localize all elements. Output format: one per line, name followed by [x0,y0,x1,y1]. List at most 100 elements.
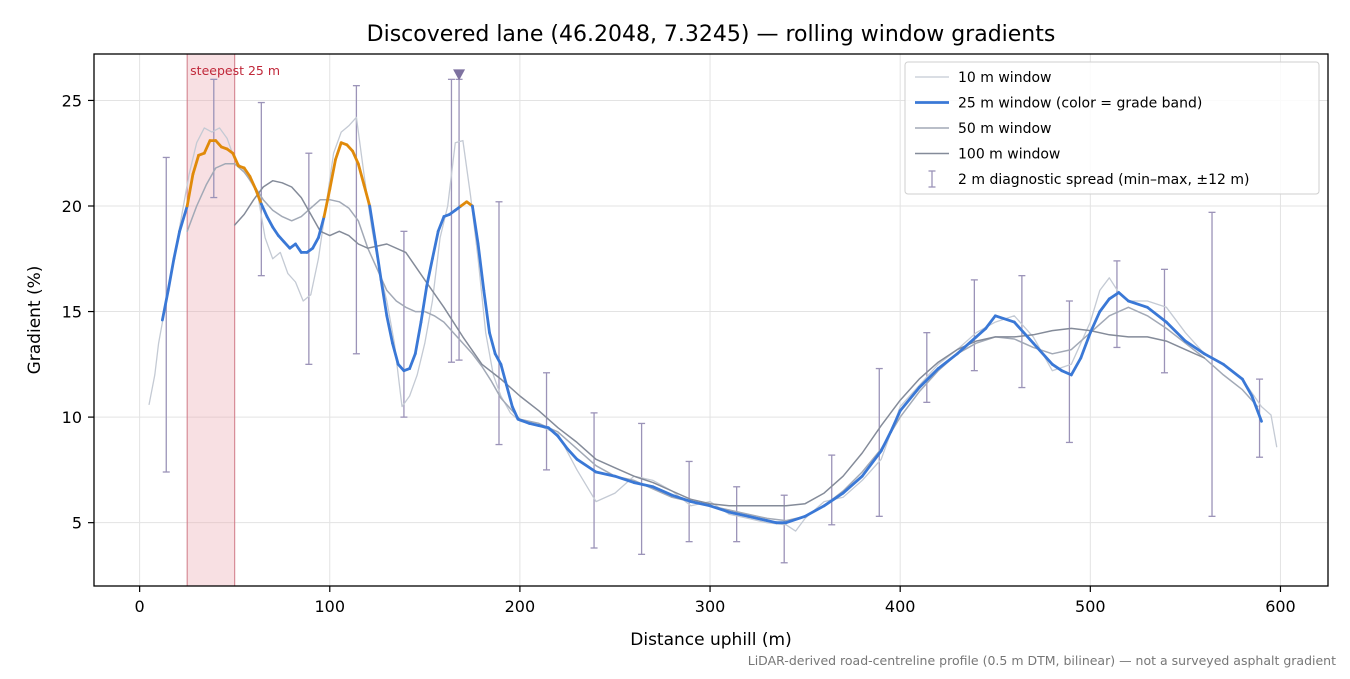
x-tick-label: 600 [1265,597,1296,616]
series-segment-25m [214,139,223,149]
x-tick-label: 200 [505,597,536,616]
series-segment-25m [765,519,778,525]
series-segment-25m [419,284,429,324]
series-segment-25m [1165,320,1187,343]
series-segment-25m [510,405,520,421]
series-segment-25m [202,139,212,155]
errorbar [305,152,313,365]
x-tick-label: 300 [695,597,726,616]
series-segment-25m [334,141,343,162]
series-segment-25m [379,278,389,318]
series-segment-25m [547,426,560,438]
chart-title: Discovered lane (46.2048, 7.3245) — roll… [367,22,1056,47]
series-segment-25m [860,449,883,478]
series-segment-25m [1250,394,1263,423]
series-segment-25m [322,187,332,219]
series-segment-25m [974,326,988,339]
series-segment-25m [351,149,360,166]
x-tick-label: 0 [135,597,145,616]
series-segment-25m [1107,291,1121,301]
series-segment-25m [1117,291,1130,303]
series-segment-25m [172,229,182,261]
series-segment-25m [265,215,275,229]
errorbar [638,422,646,555]
legend-label: 100 m window [958,147,1060,163]
y-tick-label: 5 [72,514,82,533]
series-segment-25m [328,158,337,191]
legend-label: 25 m window (color = grade band) [958,96,1202,112]
steepest-25m-band [186,53,236,587]
series-segment-25m [1222,362,1244,381]
series-segment-25m [1079,331,1092,360]
errorbar [590,412,598,549]
highlight-region: steepest 25 m [186,53,280,587]
series-segment-25m [651,485,674,497]
series-segment-25m [482,288,491,335]
y-tick-label: 25 [62,91,82,110]
series-segment-25m [1146,305,1168,324]
errorbar [1065,300,1073,444]
series-segment-25m [594,470,617,478]
peak-triangle-marker [453,69,466,81]
series-segment-25m [488,331,497,356]
series-segment-25m [242,166,252,178]
series-segment-25m [362,183,372,208]
series-segment-25m [689,500,712,508]
series-segment-25m [191,153,201,176]
errorbar [970,279,978,372]
series-segment-25m [368,204,377,244]
series-segment-25m [1098,297,1111,314]
legend-label: 50 m window [958,121,1051,137]
x-tick-label: 500 [1075,597,1106,616]
series-segment-25m [356,162,366,187]
series-segment-25m [499,362,509,387]
series-segment-25m [178,204,189,233]
series-segment-25m [259,202,269,219]
series-lines [148,116,1278,532]
series-segment-25m [670,493,693,504]
series-segment-25m [413,320,423,356]
x-axis: 0 100 200 300 400 500 600 [135,586,1296,616]
series-segment-25m [1012,320,1035,345]
series-segment-25m [271,225,280,238]
series-segment-25m [493,352,503,366]
series-segment-25m [430,229,440,261]
series-segment-25m [516,417,531,425]
y-axis-label: Gradient (%) [25,266,45,375]
errorbar [875,367,883,517]
series-segment-25m [231,151,240,168]
legend-box [904,61,1320,195]
y-tick-label: 20 [62,197,82,216]
series-segment-25m [746,514,769,522]
legend: 10 m window 25 m window (color = grade ba… [904,61,1320,195]
x-tick-label: 100 [314,597,345,616]
series-segment-25m [294,242,303,254]
footnote: LiDAR-derived road-centreline profile (0… [748,653,1336,668]
series-segment-25m [1184,339,1206,356]
series-segment-25m [316,215,326,240]
series-segment-25m [537,424,550,430]
series-segment-25m [385,314,394,345]
series-segment-25m [373,240,383,282]
series-segment-25m [993,314,1016,324]
legend-label: 2 m diagnostic spread (min–max, ±12 m) [958,172,1249,188]
series-segment-25m [1069,356,1083,377]
y-tick-label: 10 [62,408,82,427]
errorbar [828,454,836,526]
y-axis: 5 10 15 20 25 [62,91,94,533]
series-segment-25m [613,474,636,485]
series-segment-25m [566,447,579,461]
series-line-50m [186,163,1259,522]
series-segment-25m [425,257,434,288]
errorbar [1113,260,1121,349]
series-segment-25m [727,510,750,518]
series-segment-25m [408,352,417,371]
series-segment-25m [160,288,170,322]
series-segment-25m [505,383,514,409]
series-segment-25m [841,474,864,495]
series-segment-25m [248,174,258,191]
series-segment-25m [822,491,845,508]
series-segment-25m [1203,352,1225,366]
series-segment-25m [936,352,959,371]
